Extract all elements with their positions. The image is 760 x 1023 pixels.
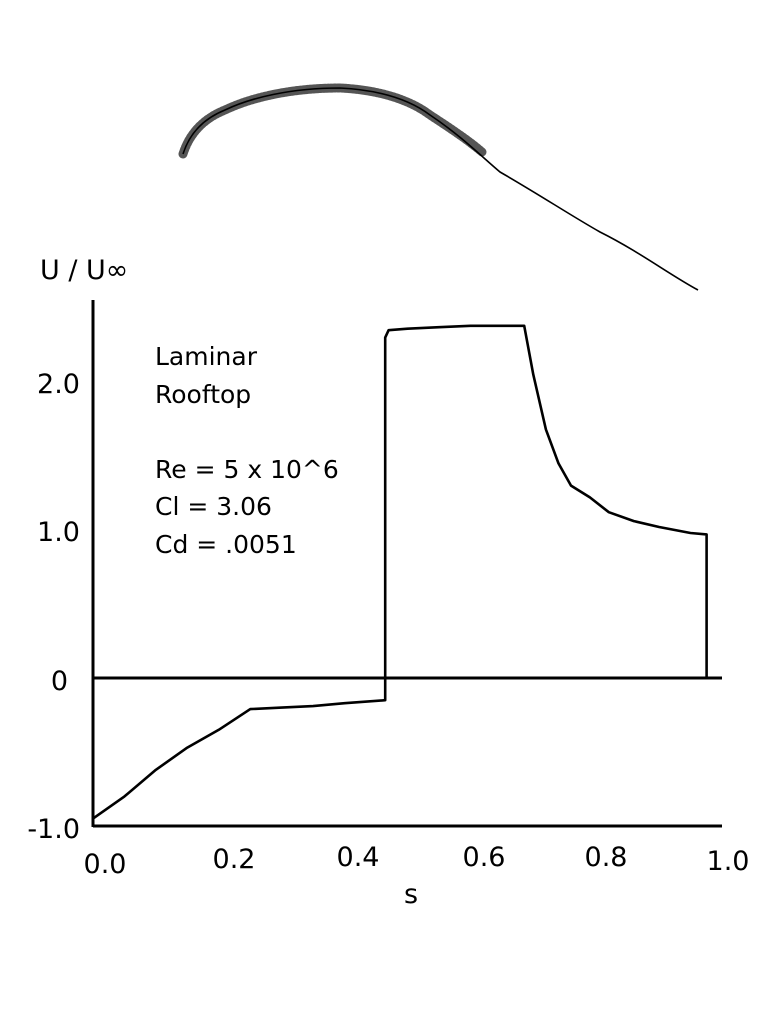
x-axis-label: s [404,879,418,910]
y-tick-label: 2.0 [37,369,80,400]
annotation-block: Laminar Rooftop Re = 5 x 10^6 Cl = 3.06 … [155,342,339,559]
y-tick-label: 1.0 [37,517,80,548]
y-tick-label: 0 [51,666,68,697]
y-tick-label: -1.0 [27,814,80,845]
x-tick-labels: 0.0 0.2 0.4 0.6 0.8 1.0 [84,842,750,880]
x-tick-label: 0.0 [84,849,127,880]
annotation-line: Cl = 3.06 [155,492,272,521]
x-tick-label: 0.2 [213,844,256,875]
y-tick-labels: -1.0 0 1.0 2.0 [27,369,80,845]
annotation-line: Re = 5 x 10^6 [155,455,339,484]
airfoil-shape [178,83,699,291]
velocity-series-line [92,324,708,820]
annotation-line: Cd = .0051 [155,530,297,559]
annotation-line: Laminar [155,342,258,371]
x-tick-label: 0.8 [585,842,628,873]
y-axis-label: U / U∞ [40,255,128,286]
x-tick-label: 1.0 [707,846,750,877]
annotation-line: Rooftop [155,380,251,409]
x-tick-label: 0.6 [463,842,506,873]
airfoil-upper-surface [178,83,487,159]
x-tick-label: 0.4 [337,842,380,873]
airfoil-lower-surface [182,87,699,291]
